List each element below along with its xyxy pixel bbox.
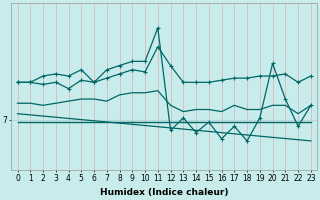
X-axis label: Humidex (Indice chaleur): Humidex (Indice chaleur)	[100, 188, 228, 197]
